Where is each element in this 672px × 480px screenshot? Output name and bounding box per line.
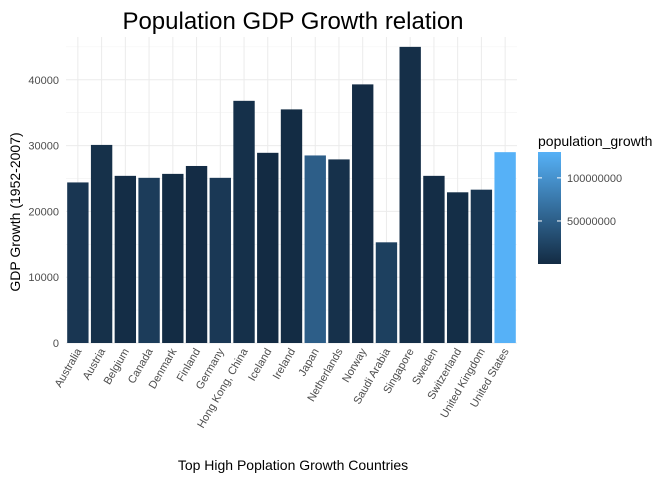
bar (280, 109, 303, 343)
bar (494, 152, 516, 343)
bar (90, 144, 113, 343)
y-tick-label: 20000 (28, 206, 59, 218)
bar (233, 100, 255, 343)
bar (423, 175, 445, 343)
bar (209, 177, 231, 343)
y-axis-ticks: 0 10000 20000 30000 40000 (28, 75, 59, 350)
bar (257, 152, 279, 343)
bar (67, 182, 89, 343)
bar (352, 84, 374, 343)
legend-colorbar (538, 152, 561, 264)
bar (185, 165, 208, 343)
color-legend: population_growth 50000000 100000000 (538, 133, 652, 264)
bar (328, 159, 350, 343)
y-tick-label: 30000 (28, 141, 59, 153)
bar (304, 155, 326, 343)
chart-title: Population GDP Growth relation (122, 8, 463, 35)
bar (114, 175, 137, 343)
bar (399, 46, 421, 343)
x-tick-label: Ireland (271, 347, 298, 382)
bar (138, 177, 160, 343)
y-tick-label: 10000 (28, 272, 59, 284)
legend-tick-label: 100000000 (567, 173, 622, 185)
x-tick-label: Australia (53, 346, 85, 390)
x-axis-ticks: AustraliaAustriaBelgiumCanadaDenmarkFinl… (53, 346, 512, 431)
bar (375, 242, 398, 343)
x-axis-title: Top High Poplation Growth Countries (178, 457, 408, 473)
x-tick-label: Iceland (246, 347, 274, 384)
x-tick-label: Japan (296, 347, 321, 379)
bars (67, 46, 516, 343)
y-tick-label: 0 (53, 338, 59, 350)
legend-tick-label: 50000000 (567, 216, 616, 228)
legend-ticks: 50000000 100000000 (538, 173, 622, 228)
bar (446, 192, 469, 343)
bar (162, 173, 184, 343)
y-axis-title: GDP Growth (1952-2007) (7, 132, 23, 291)
bar (470, 189, 493, 343)
legend-title: population_growth (538, 133, 652, 149)
y-tick-label: 40000 (28, 75, 59, 87)
